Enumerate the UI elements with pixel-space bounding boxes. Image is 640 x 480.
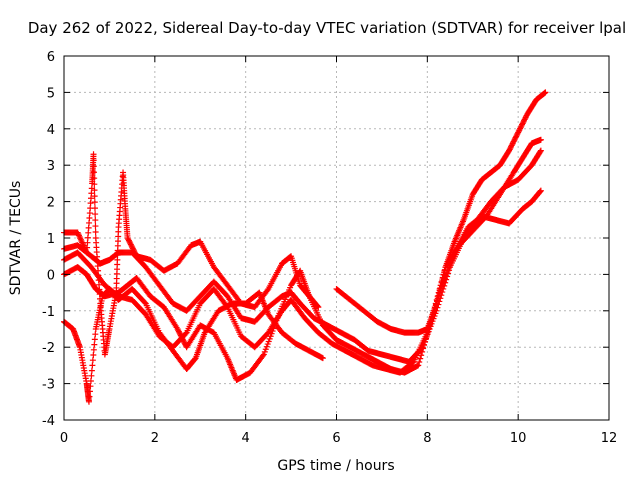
data-point: [91, 175, 98, 182]
y-tick-label: -1: [42, 305, 55, 320]
data-point: [91, 336, 98, 343]
data-point: [91, 187, 98, 194]
y-tick-label: 1: [47, 232, 55, 247]
x-tick-label: 8: [423, 431, 431, 446]
data-point: [419, 348, 426, 355]
data-point: [421, 342, 428, 349]
series-trace-1: [61, 147, 544, 365]
data-point: [91, 169, 98, 176]
y-axis-label: SDTVAR / TECUs: [8, 181, 24, 296]
data-point: [418, 352, 425, 359]
data-point: [88, 367, 95, 374]
data-point: [89, 362, 96, 369]
data-point: [85, 398, 92, 405]
data-point: [141, 299, 148, 306]
data-point: [87, 383, 94, 390]
data-point: [92, 211, 99, 218]
chart-title: Day 262 of 2022, Sidereal Day-to-day VTE…: [28, 19, 626, 37]
y-tick-label: 6: [47, 50, 55, 65]
data-point: [521, 116, 528, 123]
data-point: [423, 335, 430, 342]
data-point: [182, 330, 189, 337]
data-point: [424, 331, 431, 338]
x-tick-label: 2: [151, 431, 159, 446]
data-point: [89, 357, 96, 364]
data-point: [91, 341, 98, 348]
data-point: [415, 362, 422, 369]
data-point: [87, 378, 94, 384]
data-point: [542, 89, 549, 96]
data-point: [417, 355, 424, 362]
data-point: [537, 188, 544, 195]
data-point: [90, 346, 97, 353]
data-point: [259, 352, 266, 359]
data-point: [264, 287, 271, 294]
data-point: [92, 331, 99, 338]
x-tick-label: 12: [601, 431, 618, 446]
x-axis-label: GPS time / hours: [277, 458, 394, 474]
series-trace-4: [61, 285, 326, 405]
y-tick-label: -4: [42, 414, 55, 429]
y-tick-label: 0: [47, 268, 55, 283]
y-tick-label: -3: [42, 378, 55, 393]
data-point: [86, 393, 93, 400]
data-point: [92, 217, 99, 224]
series-trace-5: [61, 151, 322, 358]
data-point: [537, 187, 544, 194]
y-tick-label: -2: [42, 341, 55, 356]
data-point: [314, 303, 321, 310]
data-point: [537, 136, 544, 143]
data-point: [90, 163, 97, 170]
series-trace-6: [333, 89, 549, 336]
data-point: [90, 151, 97, 158]
y-tick-label: 3: [47, 159, 55, 174]
x-tick-label: 10: [510, 431, 527, 446]
data-point: [92, 229, 99, 236]
data-points: [61, 89, 549, 405]
series-trace-3: [61, 136, 544, 383]
data-point: [91, 181, 98, 188]
data-point: [90, 157, 97, 164]
x-tick-label: 0: [60, 431, 68, 446]
data-point: [91, 193, 98, 200]
data-point: [416, 359, 423, 366]
y-tick-label: 2: [47, 196, 55, 211]
data-point: [88, 372, 95, 379]
grid: [64, 56, 609, 420]
x-tick-label: 4: [242, 431, 250, 446]
data-point: [518, 122, 525, 129]
data-point: [422, 338, 429, 345]
data-point: [86, 388, 93, 395]
data-point: [420, 345, 427, 352]
x-tick-label: 6: [332, 431, 340, 446]
y-tick-label: 4: [47, 123, 55, 138]
y-tick-label: 5: [47, 86, 55, 101]
data-point: [92, 223, 99, 230]
data-point: [537, 148, 544, 155]
data-point: [319, 355, 326, 362]
data-point: [91, 205, 98, 212]
data-point: [315, 304, 322, 311]
data-point: [91, 199, 98, 206]
data-point: [90, 352, 97, 358]
data-point: [537, 147, 544, 154]
